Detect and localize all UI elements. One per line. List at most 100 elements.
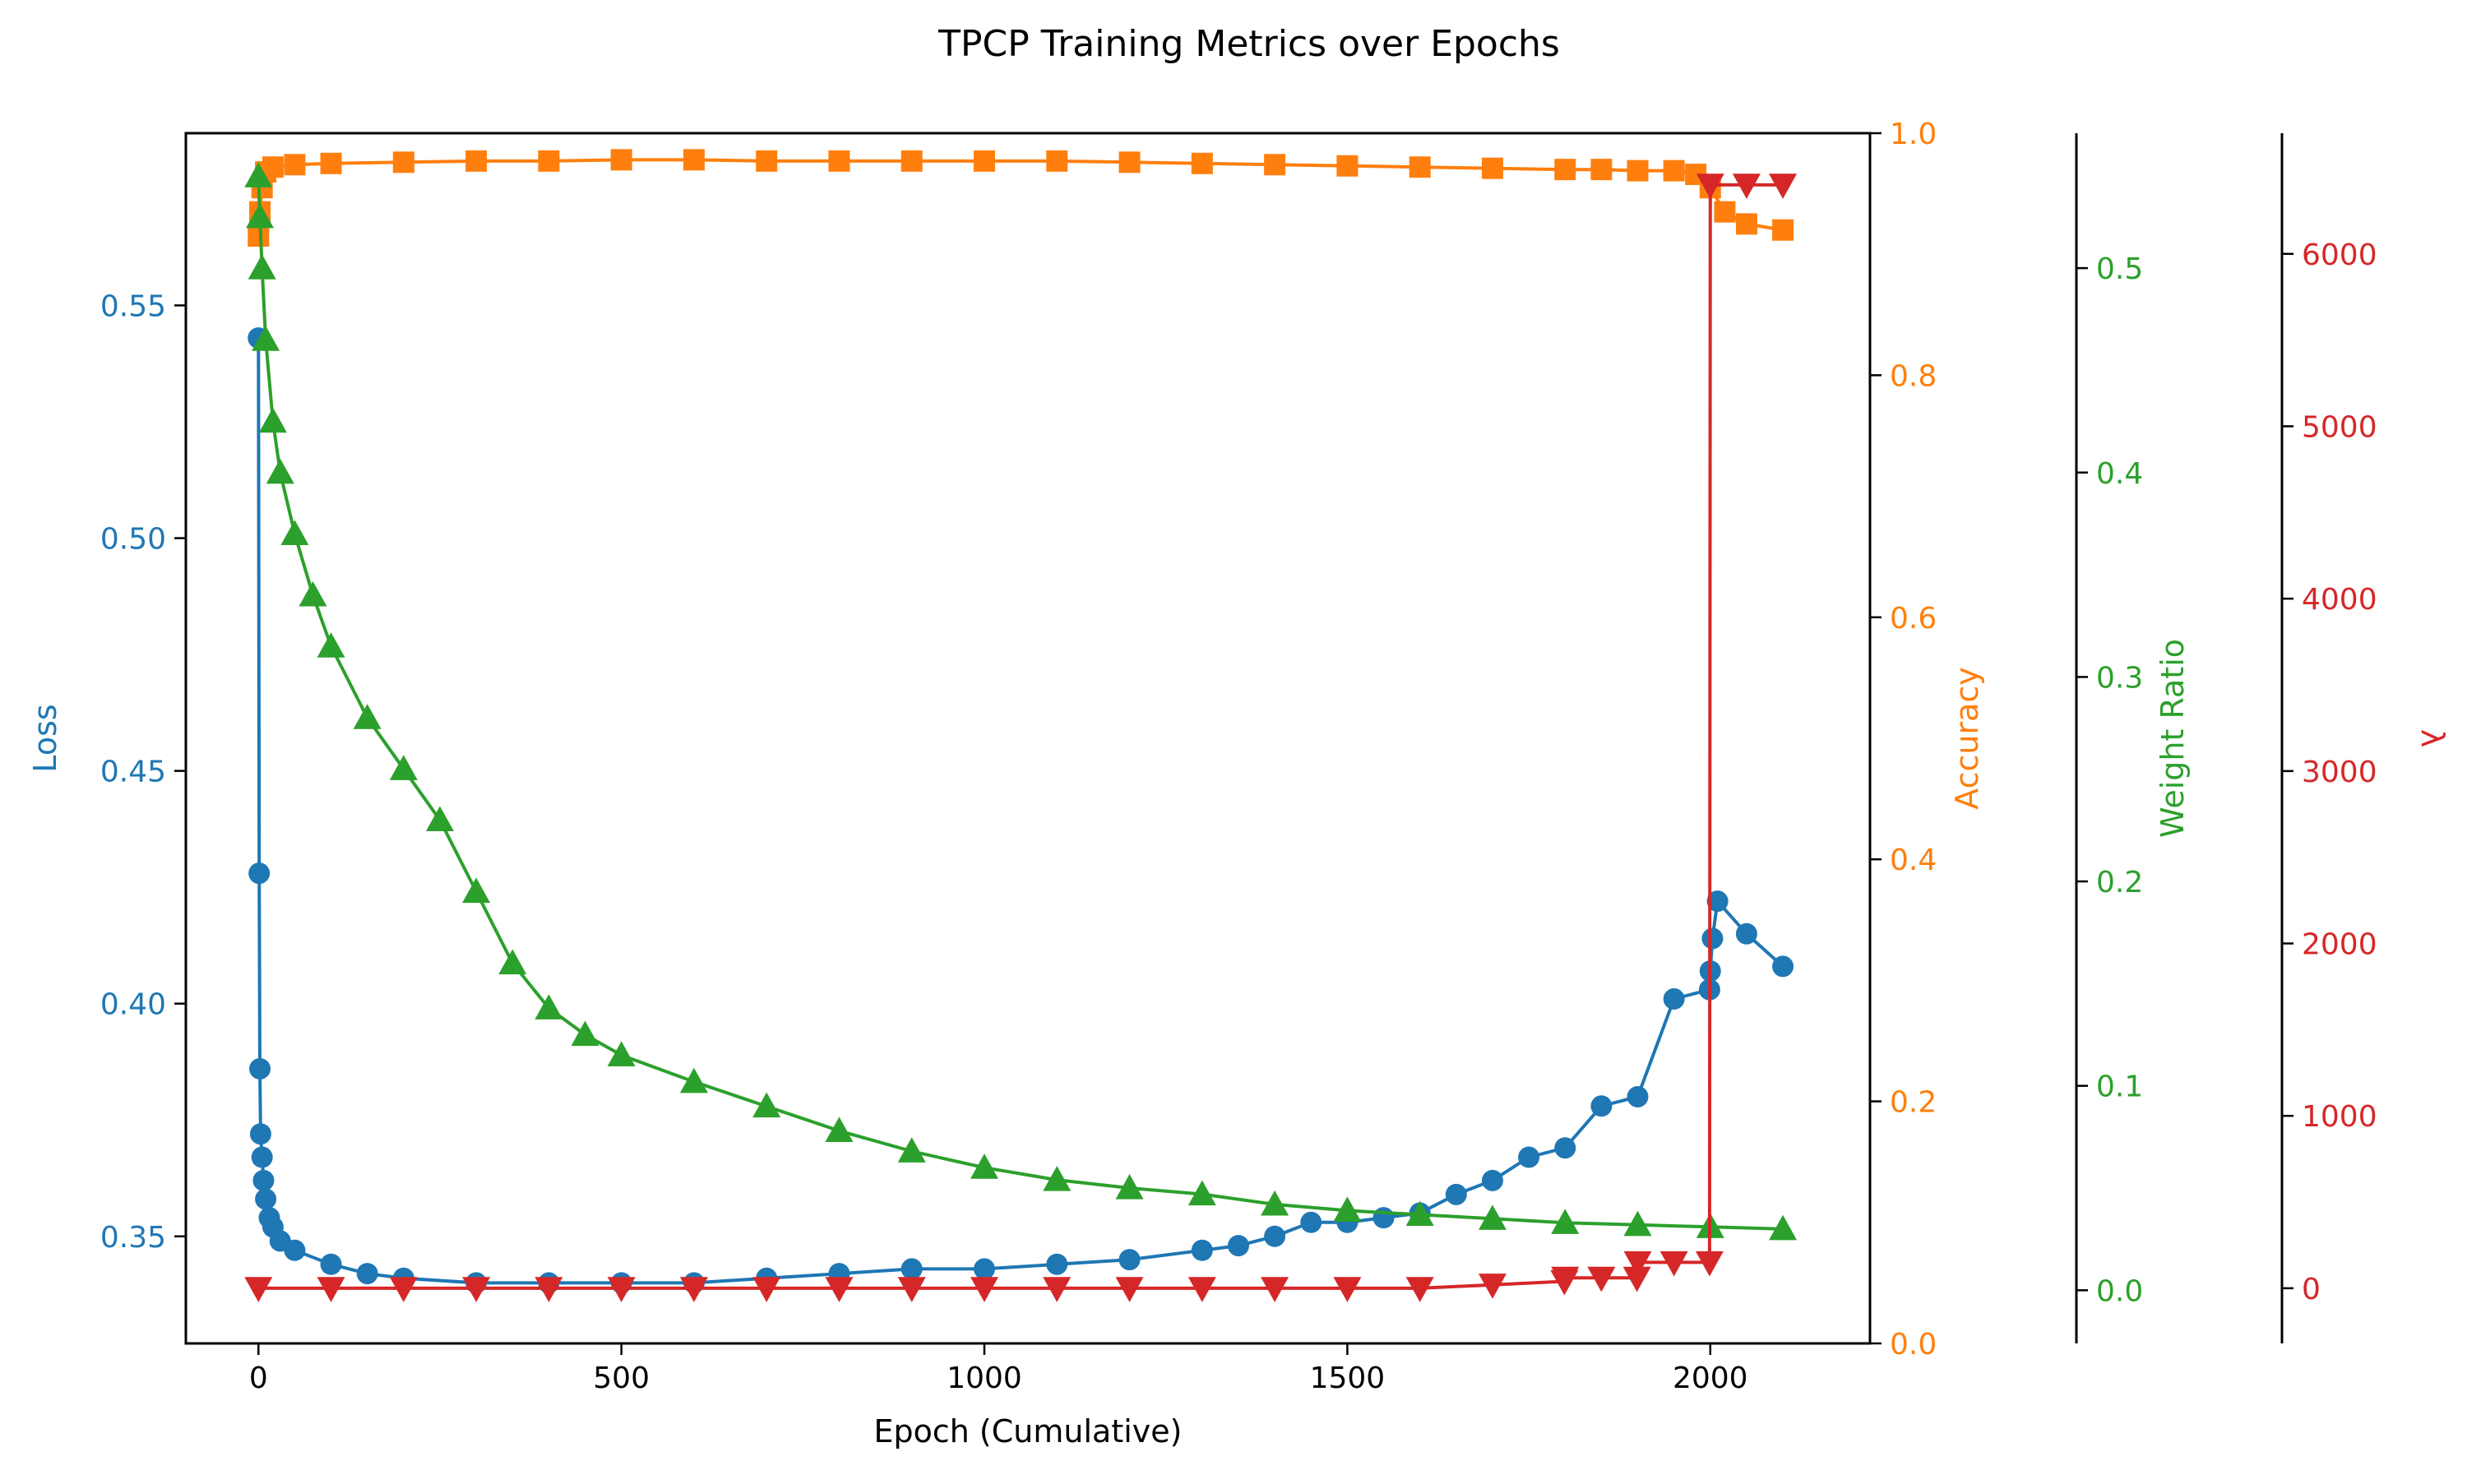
accuracy-data-point	[900, 150, 923, 172]
weight_ratio-data-point	[679, 1067, 708, 1093]
accuracy-data-point	[756, 150, 778, 172]
accuracy-data-point	[1772, 219, 1794, 241]
weight_ratio-tick-label: 0.5	[2096, 252, 2143, 286]
weight_ratio-data-point	[607, 1041, 636, 1067]
lambda-data-point	[1187, 1277, 1216, 1302]
weight_ratio-data-point	[1405, 1200, 1434, 1226]
weight_ratio-data-point	[244, 162, 273, 187]
accuracy-data-point	[1554, 159, 1576, 181]
accuracy-data-point	[262, 156, 284, 178]
lambda-data-point	[317, 1277, 345, 1302]
weight_ratio-data-point	[1187, 1180, 1216, 1206]
weight_ratio-data-point	[462, 877, 491, 904]
loss-data-point	[1735, 922, 1757, 945]
loss-data-point	[900, 1258, 923, 1280]
accuracy-data-point	[1735, 213, 1757, 235]
loss-data-point	[1772, 955, 1794, 978]
loss-data-point	[1046, 1253, 1068, 1275]
loss-tick-label: 0.45	[100, 756, 166, 789]
x-tick-label: 2000	[1673, 1361, 1748, 1395]
loss-data-point	[974, 1258, 996, 1280]
accuracy-data-point	[538, 150, 560, 172]
loss-data-point	[320, 1253, 342, 1275]
loss-data-point	[1627, 1085, 1649, 1107]
loss-data-point	[1701, 927, 1724, 950]
loss-axis-label: Loss	[27, 704, 63, 772]
loss-data-point	[1590, 1095, 1613, 1117]
weight_ratio-data-point	[353, 704, 382, 729]
accuracy-data-point	[1663, 159, 1685, 182]
weight_ratio-data-point	[248, 254, 276, 280]
lambda-tick-label: 4000	[2302, 583, 2377, 617]
weight_ratio-data-point	[825, 1116, 854, 1143]
accuracy-data-point	[974, 150, 996, 172]
weight_ratio-data-point	[246, 202, 275, 229]
loss-series	[248, 327, 1794, 1294]
plot-frame	[184, 132, 1872, 1345]
weight_ratio-data-point	[970, 1153, 999, 1179]
weight_ratio-tick-label: 0.4	[2096, 457, 2143, 491]
x-axis-label: Epoch (Cumulative)	[874, 1413, 1183, 1449]
axes-layer: 0 500 1000 1500 20000.350.400.450.500.55Loss…	[27, 118, 2451, 1395]
accuracy-data-point	[610, 149, 632, 171]
lambda-data-point	[462, 1277, 491, 1302]
loss-data-point	[252, 1169, 275, 1191]
weight_ratio-data-point	[299, 580, 327, 607]
accuracy-data-point	[1191, 152, 1213, 174]
weight_ratio-data-point	[1551, 1209, 1580, 1234]
loss-data-point	[1228, 1235, 1249, 1257]
loss-data-point	[1663, 988, 1685, 1010]
weight_ratio-axis-label: Weight Ratio	[2155, 639, 2191, 838]
weight_ratio-data-point	[266, 458, 294, 484]
loss-data-point	[1300, 1211, 1322, 1233]
accuracy-data-point	[1409, 156, 1431, 178]
lambda-data-point	[1261, 1277, 1289, 1302]
chart-title: TPCP Training Metrics over Epochs	[937, 23, 1560, 65]
lambda-data-point	[1769, 173, 1798, 199]
accuracy-tick-label: 0.6	[1890, 602, 1937, 636]
accuracy-data-point	[284, 154, 306, 176]
loss-tick-label: 0.35	[100, 1221, 166, 1255]
weight_ratio-data-point	[1478, 1204, 1507, 1230]
weight_ratio-data-point	[280, 520, 309, 545]
x-tick-label: 1000	[947, 1361, 1022, 1395]
lambda-tick-label: 3000	[2302, 756, 2377, 789]
accuracy-data-point	[465, 150, 488, 172]
lambda-data-point	[752, 1277, 781, 1302]
lambda-tick-label: 2000	[2302, 928, 2377, 962]
accuracy-data-point	[828, 150, 850, 172]
loss-data-point	[1445, 1183, 1467, 1205]
accuracy-axis-label: Accuracy	[1949, 667, 1985, 810]
accuracy-data-point	[1481, 157, 1503, 179]
lambda-data-point	[1333, 1277, 1362, 1302]
accuracy-data-point	[248, 225, 270, 247]
lambda-data-point	[1405, 1277, 1434, 1302]
accuracy-data-point	[1046, 150, 1068, 172]
weight_ratio-data-point	[498, 949, 527, 975]
lambda-data-point	[1551, 1266, 1580, 1292]
weight_ratio-data-point	[1769, 1214, 1798, 1241]
lambda-data-point	[1623, 1251, 1652, 1277]
weight_ratio-tick-label: 0.1	[2096, 1070, 2143, 1104]
accuracy-series-line	[257, 158, 1784, 237]
lambda-data-point	[970, 1277, 999, 1302]
weight_ratio-data-point	[752, 1092, 781, 1118]
weight_ratio-data-point	[1333, 1196, 1362, 1222]
lambda-data-point	[1043, 1277, 1072, 1302]
lambda-data-point	[679, 1277, 708, 1302]
accuracy-data-point	[683, 149, 705, 171]
loss-data-point	[284, 1239, 306, 1261]
lambda-data-point	[1659, 1251, 1688, 1277]
accuracy-tick-label: 0.8	[1890, 359, 1937, 393]
accuracy-tick-label: 1.0	[1890, 118, 1937, 151]
lambda-data-point	[1696, 173, 1724, 199]
loss-data-point	[249, 1057, 271, 1079]
weight_ratio-data-point	[1115, 1174, 1144, 1200]
accuracy-data-point	[392, 151, 414, 173]
weight_ratio-data-point	[1043, 1166, 1072, 1191]
lambda-data-point	[244, 1277, 273, 1302]
lambda-data-point	[1478, 1274, 1507, 1299]
loss-data-point	[1518, 1146, 1540, 1168]
